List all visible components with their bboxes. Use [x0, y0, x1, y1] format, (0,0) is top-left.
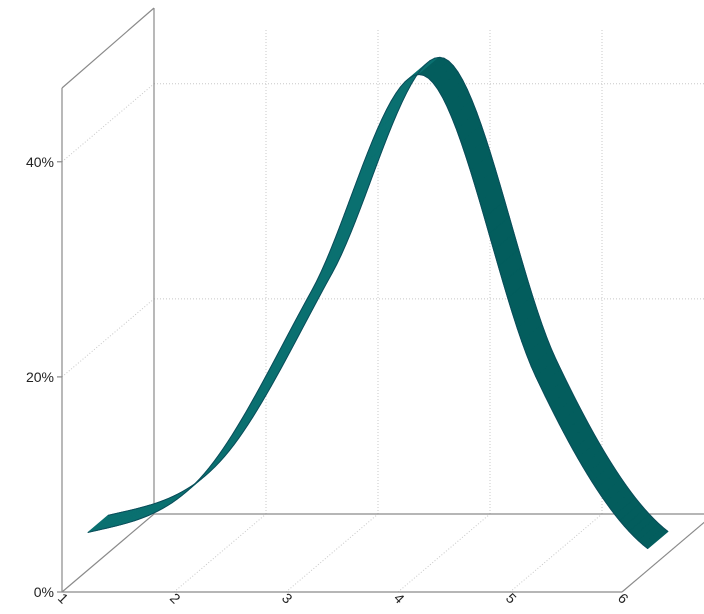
floor-gridline: [285, 513, 379, 593]
floor-gridline: [509, 513, 603, 593]
y-tick-label: 20%: [26, 369, 54, 385]
floor-right-edge: [621, 521, 704, 593]
y-axis-tick-labels: 0% 20% 40%: [26, 154, 54, 600]
floor-left-edge: [61, 513, 155, 593]
floor-gridline: [397, 513, 491, 593]
y-tick-label: 40%: [26, 154, 54, 170]
axes-layer: [57, 7, 704, 593]
side-wall-top-edge: [61, 7, 155, 89]
y-tick-label: 0%: [34, 584, 54, 600]
side-wall-gridline: [61, 83, 155, 163]
side-wall-gridline: [61, 298, 155, 378]
series-line-front-edge: [87, 74, 649, 550]
series-line-back-edge: [107, 56, 669, 532]
ribbon-layer: [87, 56, 669, 550]
floor-gridline: [173, 513, 267, 593]
grid-layer: [61, 30, 704, 593]
